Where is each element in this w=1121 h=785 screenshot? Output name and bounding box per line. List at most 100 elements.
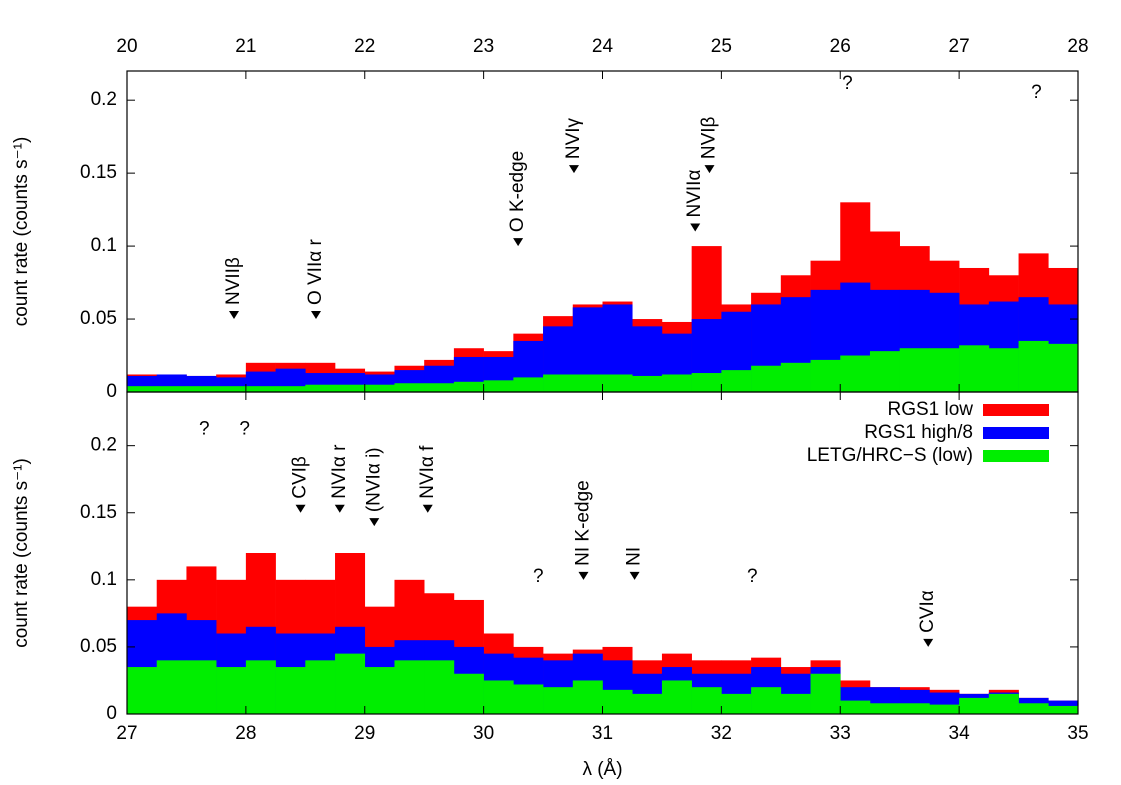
histogram-bar [1048, 343, 1079, 392]
x-tick-label: 27 [116, 723, 137, 744]
histogram-bar [869, 703, 900, 714]
histogram-bar [1048, 705, 1079, 714]
annotation-marker [568, 165, 579, 174]
x-tick-label: 31 [592, 723, 613, 744]
histogram-bar [275, 667, 306, 714]
histogram-bar [959, 345, 990, 392]
y-tick-label: 0.1 [91, 569, 117, 590]
annotation-label: NVIβ [699, 116, 720, 159]
x-tick-label: 30 [473, 723, 494, 744]
histogram-bar [632, 693, 663, 714]
annotation-marker [369, 518, 380, 527]
y-tick-label: 0.05 [80, 308, 117, 329]
histogram-bar [929, 704, 960, 714]
y-tick-label: 0.1 [91, 235, 117, 256]
histogram-bar [602, 374, 633, 392]
x-tick-label: 27 [949, 36, 970, 57]
x-tick-label: 21 [235, 36, 256, 57]
histogram-bar [929, 348, 960, 392]
histogram-bar [483, 680, 514, 714]
histogram-bar [572, 374, 603, 392]
histogram-bar [275, 386, 306, 392]
histogram-bar [127, 386, 158, 392]
annotation-label: NI [624, 547, 645, 566]
x-tick-label: 33 [830, 723, 851, 744]
legend-label: LETG/HRC−S (low) [807, 445, 973, 466]
histogram-bar [810, 359, 841, 392]
histogram-bar [1018, 340, 1049, 392]
x-tick-label: 24 [592, 36, 614, 57]
x-tick-label: 28 [235, 723, 256, 744]
annotation-marker [923, 638, 934, 647]
x-tick-label: 35 [1067, 723, 1088, 744]
histogram-bar [691, 687, 722, 714]
histogram-bar [661, 680, 692, 714]
histogram-bar [780, 362, 811, 392]
histogram-bar [840, 355, 871, 392]
legend-label: RGS1 high/8 [864, 422, 973, 443]
x-tick-label: 29 [354, 723, 375, 744]
histogram-bar [216, 667, 247, 714]
note-label: ? [1031, 82, 1042, 103]
legend-swatch [983, 450, 1049, 462]
annotation-marker [629, 571, 640, 580]
annotation-marker [422, 504, 433, 513]
histogram-bar [424, 383, 455, 392]
histogram-bar [899, 348, 930, 392]
histogram-bar [483, 380, 514, 392]
y-tick-label: 0.2 [91, 435, 117, 456]
histogram-bar [394, 383, 425, 392]
annotation-label: NI K-edge [572, 480, 593, 566]
annotation-marker [704, 165, 715, 174]
histogram-bar [810, 673, 841, 714]
y-tick-label: 0.2 [91, 89, 117, 110]
histogram-bar [424, 660, 455, 714]
annotation-marker [311, 311, 322, 320]
histogram-bar [691, 373, 722, 392]
x-axis-label: λ (Å) [582, 759, 622, 780]
histogram-bar [245, 660, 276, 714]
annotation-marker [578, 571, 589, 580]
histogram-bar [751, 687, 782, 714]
legend-swatch [983, 427, 1049, 439]
annotation-label: NVIγ [563, 117, 584, 159]
histogram-bar [543, 687, 574, 714]
histogram-bar [305, 384, 336, 392]
histogram-bar [364, 667, 395, 714]
histogram-bar [899, 703, 930, 714]
annotation-label: O K-edge [507, 151, 528, 232]
histogram-bar [394, 660, 425, 714]
histogram-bar [988, 693, 1019, 714]
x-tick-label: 20 [116, 36, 137, 57]
histogram-bar [751, 365, 782, 392]
histogram-bar [245, 386, 276, 392]
histogram-bar [1018, 703, 1049, 714]
annotation-label: CVIα [917, 590, 938, 633]
histogram-bar [186, 386, 217, 392]
note-label: ? [842, 73, 853, 94]
annotation-marker [690, 223, 701, 232]
annotation-label: NVIIα [684, 170, 705, 218]
y-axis-label: count rate (counts s⁻¹) [11, 458, 32, 648]
histogram-bar [543, 374, 574, 392]
histogram-bar [721, 693, 752, 714]
y-tick-label: 0.05 [80, 636, 117, 657]
histogram-bar [721, 370, 752, 392]
x-tick-label: 25 [711, 36, 732, 57]
histogram-bar [335, 384, 366, 392]
annotation-label: NVIα f [417, 445, 438, 499]
histogram-bar [186, 660, 217, 714]
annotation-label: CVIβ [290, 456, 311, 499]
legend-label: RGS1 low [887, 399, 973, 420]
annotation-marker [228, 311, 239, 320]
histogram-bar [364, 384, 395, 392]
annotation-label: NVIIβ [223, 257, 244, 305]
x-tick-label: 26 [830, 36, 851, 57]
histogram-bar [632, 375, 663, 392]
x-tick-label: 22 [354, 36, 375, 57]
histogram-bar [453, 381, 484, 392]
histogram-bar [869, 351, 900, 392]
histogram-bar [156, 660, 187, 714]
histogram-bar [335, 653, 366, 714]
